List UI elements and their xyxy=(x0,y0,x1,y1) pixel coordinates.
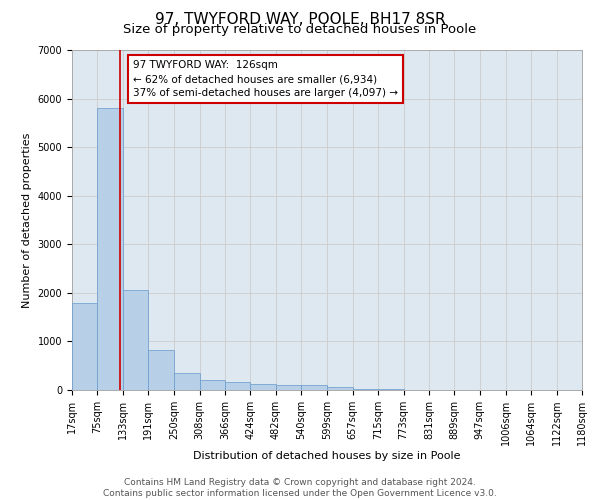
Text: 97, TWYFORD WAY, POOLE, BH17 8SR: 97, TWYFORD WAY, POOLE, BH17 8SR xyxy=(155,12,445,28)
Bar xyxy=(301,385,327,390)
Bar xyxy=(72,302,97,390)
Bar xyxy=(250,384,276,390)
Bar xyxy=(97,108,123,390)
Bar xyxy=(148,350,174,390)
Text: 97 TWYFORD WAY:  126sqm
← 62% of detached houses are smaller (6,934)
37% of semi: 97 TWYFORD WAY: 126sqm ← 62% of detached… xyxy=(133,60,398,98)
Bar xyxy=(225,382,250,390)
Bar xyxy=(174,374,200,390)
Text: Size of property relative to detached houses in Poole: Size of property relative to detached ho… xyxy=(124,22,476,36)
Text: Contains HM Land Registry data © Crown copyright and database right 2024.
Contai: Contains HM Land Registry data © Crown c… xyxy=(103,478,497,498)
X-axis label: Distribution of detached houses by size in Poole: Distribution of detached houses by size … xyxy=(193,451,461,461)
Bar xyxy=(353,388,378,390)
Bar xyxy=(276,385,301,390)
Bar xyxy=(378,389,404,390)
Bar xyxy=(123,290,148,390)
Y-axis label: Number of detached properties: Number of detached properties xyxy=(22,132,32,308)
Bar xyxy=(200,380,225,390)
Bar xyxy=(327,386,353,390)
